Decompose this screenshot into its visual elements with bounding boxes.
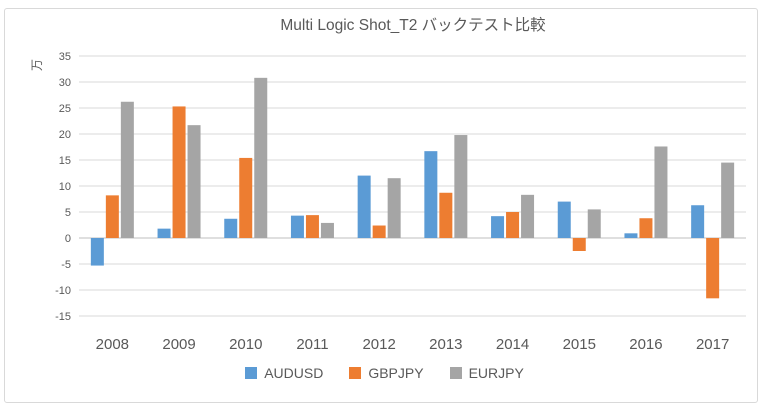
bar-gbpjpy-2016 bbox=[639, 218, 653, 238]
x-tick-label-2015: 2015 bbox=[563, 336, 596, 353]
bar-gbpjpy-2015 bbox=[572, 238, 586, 251]
y-tick-label: 25 bbox=[59, 103, 71, 115]
bar-gbpjpy-2017 bbox=[706, 238, 720, 299]
bar-eurjpy-2011 bbox=[320, 222, 334, 238]
bar-gbpjpy-2009 bbox=[172, 106, 186, 238]
bar-eurjpy-2008 bbox=[120, 101, 134, 238]
legend-label: AUDUSD bbox=[264, 365, 324, 381]
legend-swatch-gbpjpy bbox=[349, 367, 362, 379]
bar-eurjpy-2014 bbox=[521, 194, 535, 238]
legend-item-audusd: AUDUSD bbox=[245, 365, 323, 381]
y-tick-label: 30 bbox=[59, 77, 71, 89]
legend-item-gbpjpy: GBPJPY bbox=[349, 365, 424, 381]
bar-audusd-2011 bbox=[290, 215, 304, 238]
bar-audusd-2016 bbox=[624, 233, 638, 238]
bar-audusd-2012 bbox=[357, 175, 371, 238]
y-tick-label: 5 bbox=[65, 207, 71, 219]
legend: AUDUSD GBPJPY EURJPY bbox=[0, 365, 769, 381]
bar-audusd-2010 bbox=[224, 218, 238, 238]
y-tick-label: 35 bbox=[59, 51, 71, 63]
x-tick-label-2017: 2017 bbox=[696, 336, 729, 353]
legend-swatch-eurjpy bbox=[449, 367, 462, 379]
bar-audusd-2008 bbox=[90, 238, 104, 266]
x-tick-label-2009: 2009 bbox=[162, 336, 195, 353]
y-tick-label: 15 bbox=[59, 155, 71, 167]
bar-gbpjpy-2014 bbox=[506, 212, 520, 238]
x-tick-label-2012: 2012 bbox=[362, 336, 395, 353]
bar-gbpjpy-2012 bbox=[372, 225, 386, 238]
bar-gbpjpy-2013 bbox=[439, 192, 453, 238]
y-tick-label: -10 bbox=[55, 285, 71, 297]
bar-eurjpy-2009 bbox=[187, 125, 201, 238]
legend-swatch-audusd bbox=[245, 367, 258, 379]
bar-eurjpy-2016 bbox=[654, 146, 668, 238]
x-tick-label-2016: 2016 bbox=[629, 336, 662, 353]
y-tick-label: 0 bbox=[65, 233, 71, 245]
x-tick-label-2008: 2008 bbox=[96, 336, 129, 353]
bar-gbpjpy-2008 bbox=[105, 195, 119, 238]
legend-item-eurjpy: EURJPY bbox=[449, 365, 524, 381]
legend-label: GBPJPY bbox=[368, 365, 424, 381]
bar-audusd-2017 bbox=[691, 205, 705, 238]
y-tick-label: -15 bbox=[55, 311, 71, 323]
bar-audusd-2013 bbox=[424, 151, 438, 238]
x-tick-label-2014: 2014 bbox=[496, 336, 529, 353]
chart-title: Multi Logic Shot_T2 バックテスト比較 bbox=[280, 17, 546, 34]
x-tick-label-2013: 2013 bbox=[429, 336, 462, 353]
bar-eurjpy-2012 bbox=[387, 178, 401, 238]
y-tick-label: 10 bbox=[59, 181, 71, 193]
x-tick-label-2011: 2011 bbox=[296, 336, 328, 353]
bar-eurjpy-2010 bbox=[254, 77, 268, 238]
y-tick-label: 20 bbox=[59, 129, 71, 141]
bar-audusd-2015 bbox=[557, 201, 571, 238]
bar-audusd-2009 bbox=[157, 228, 171, 238]
bar-gbpjpy-2010 bbox=[239, 157, 253, 238]
y-tick-label: -5 bbox=[61, 259, 71, 271]
x-tick-label-2010: 2010 bbox=[229, 336, 262, 353]
bar-gbpjpy-2011 bbox=[305, 215, 319, 238]
bar-eurjpy-2013 bbox=[454, 135, 468, 238]
legend-label: EURJPY bbox=[468, 365, 524, 381]
bar-audusd-2014 bbox=[491, 216, 505, 238]
bar-eurjpy-2015 bbox=[587, 209, 601, 238]
bar-eurjpy-2017 bbox=[721, 162, 735, 238]
